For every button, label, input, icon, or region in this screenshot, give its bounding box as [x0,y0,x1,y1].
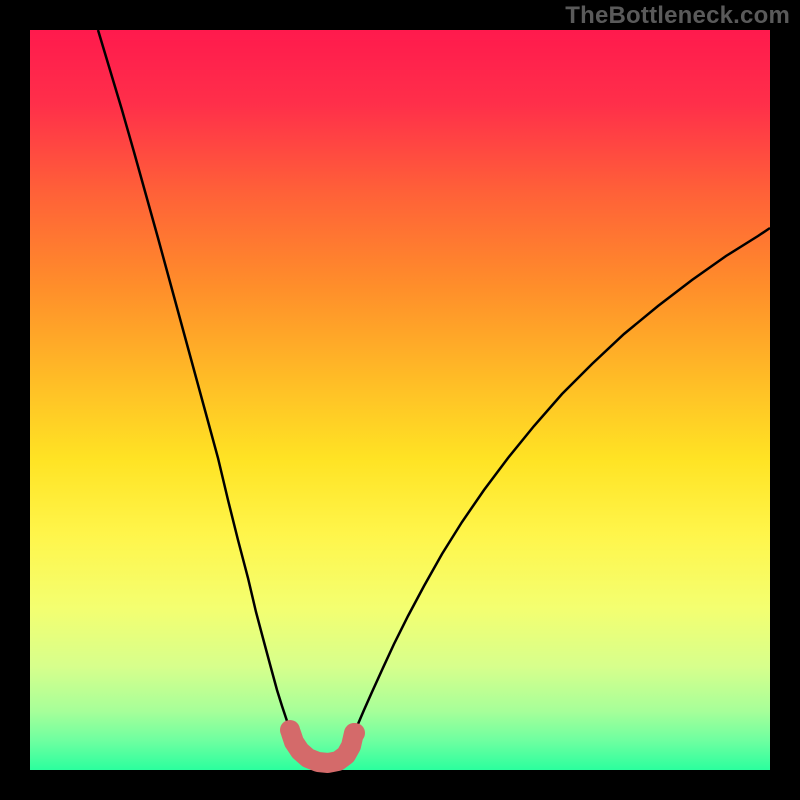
right-curve [354,228,770,733]
canvas: TheBottleneck.com [0,0,800,800]
plot-area [30,30,770,770]
watermark-text: TheBottleneck.com [565,2,790,30]
arc-end-dot-right [345,723,365,743]
bottom-arc [291,733,354,763]
left-curve [98,30,291,733]
arc-end-dot-left [280,720,300,740]
curve-layer [30,30,770,770]
